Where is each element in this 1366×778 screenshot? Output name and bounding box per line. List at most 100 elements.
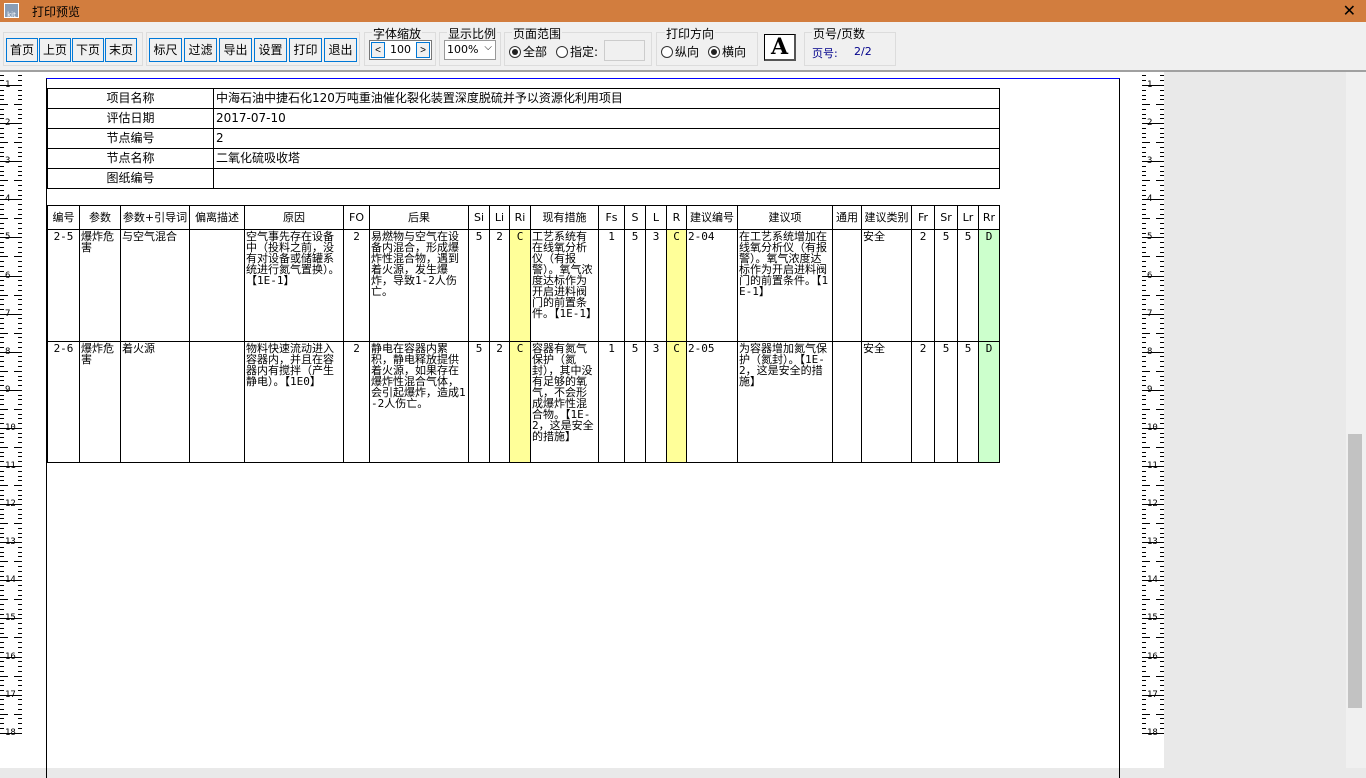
- ruler-tick: [1160, 165, 1164, 167]
- table-cell: 3: [645, 229, 667, 342]
- ruler-tick: [1142, 294, 1150, 296]
- ruler-tick: [0, 646, 4, 648]
- ruler-tick: [1142, 646, 1146, 648]
- ruler-tick: [1142, 413, 1146, 415]
- filter-button[interactable]: 过滤: [184, 38, 217, 62]
- table-cell: D: [978, 229, 1000, 342]
- ruler-tick: [0, 556, 4, 558]
- ruler-tick: [0, 713, 8, 715]
- ruler-tick: [18, 513, 22, 515]
- column-header: FO: [343, 205, 370, 230]
- ruler-tick: [18, 666, 22, 668]
- prev-page-button[interactable]: 上页: [39, 38, 71, 62]
- font-increase-button[interactable]: >: [416, 42, 430, 58]
- column-header: Li: [489, 205, 510, 230]
- close-icon[interactable]: ✕: [1342, 1, 1356, 20]
- info-row: 评估日期 2017-07-10: [47, 108, 1000, 129]
- ruler-tick: [1142, 404, 1146, 406]
- ruler-tick: [1142, 80, 1146, 82]
- ruler-tick: [1142, 575, 1146, 577]
- range-specify-input[interactable]: [604, 40, 645, 61]
- ruler-tick: [1160, 604, 1164, 606]
- ruler-tick: [0, 108, 4, 110]
- ruler-tick: [1142, 299, 1146, 301]
- zoom-label: 显示比例: [447, 25, 498, 42]
- portrait-radio[interactable]: 纵向: [661, 43, 699, 60]
- ruler-tick: [1150, 618, 1164, 620]
- ruler-tick: [0, 570, 4, 572]
- ruler-tick: [18, 423, 22, 425]
- range-all-radio[interactable]: 全部: [509, 43, 547, 60]
- ruler-tick: [1142, 537, 1146, 539]
- table-cell: 空气事先存在设备中（投料之前，没有对设备或储罐系统进行氮气置换）。【1E-1】: [244, 229, 344, 342]
- ruler-tick: [0, 456, 4, 458]
- ruler-tick: [1160, 232, 1164, 234]
- ruler-tick: [0, 204, 4, 206]
- vertical-scrollbar[interactable]: [1346, 72, 1366, 768]
- export-button[interactable]: 导出: [219, 38, 252, 62]
- ruler-tick: [1142, 389, 1156, 391]
- ruler-tick: [18, 404, 22, 406]
- ruler-tick: [18, 185, 22, 186]
- ruler-tick: [0, 89, 4, 91]
- ruler-tick: [1160, 146, 1164, 148]
- table-cell: 1: [598, 341, 625, 463]
- table-cell: 2: [343, 229, 370, 342]
- ruler-tick: [1156, 637, 1164, 639]
- ruler-tick: [1142, 432, 1146, 434]
- ruler-tick: [18, 727, 22, 729]
- font-scale-label: 字体缩放: [372, 25, 423, 42]
- ruler-tick: [1142, 570, 1146, 572]
- ruler-tick: [0, 580, 14, 582]
- ruler-tick: [1150, 313, 1164, 315]
- ruler-number: 7: [5, 308, 11, 319]
- ruler-tick: [18, 623, 22, 625]
- ruler-tick: [1142, 489, 1146, 491]
- ruler-tick: [1142, 146, 1146, 148]
- ruler-tick: [18, 308, 22, 310]
- table-cell: 爆炸危害: [79, 229, 121, 342]
- exit-button[interactable]: 退出: [324, 38, 357, 62]
- ruler-tick: [1142, 699, 1146, 701]
- ruler-tick: [1142, 604, 1146, 606]
- ruler-tick: [1160, 494, 1164, 496]
- ruler-tick: [1142, 218, 1150, 220]
- last-page-button[interactable]: 末页: [105, 38, 137, 62]
- ruler-button[interactable]: 标尺: [149, 38, 182, 62]
- font-scale-value[interactable]: 100: [390, 43, 411, 56]
- font-decrease-button[interactable]: <: [371, 42, 385, 58]
- ruler-tick: [1160, 699, 1164, 701]
- ruler-tick: [1142, 99, 1146, 101]
- ruler-tick: [0, 513, 4, 515]
- ruler-tick: [1142, 585, 1146, 587]
- landscape-radio[interactable]: 横向: [708, 43, 746, 60]
- ruler-tick: [1160, 399, 1164, 401]
- info-value: 二氧化硫吸收塔: [213, 148, 1000, 169]
- ruler-tick: [1142, 113, 1146, 115]
- ruler-tick: [0, 385, 4, 387]
- settings-button[interactable]: 设置: [254, 38, 287, 62]
- ruler-tick: [18, 708, 22, 710]
- ruler-tick: [1142, 394, 1146, 396]
- ruler-tick: [18, 704, 22, 706]
- scrollbar-thumb[interactable]: [1348, 434, 1362, 708]
- zoom-select[interactable]: 100% ⌵: [444, 40, 496, 60]
- ruler-tick: [14, 599, 22, 601]
- range-specify-radio[interactable]: 指定:: [556, 43, 598, 60]
- ruler-tick: [1142, 104, 1150, 106]
- ruler-tick: [0, 161, 14, 163]
- ruler-tick: [1150, 161, 1164, 163]
- ruler-tick: [8, 466, 22, 467]
- column-header: Lr: [957, 205, 979, 230]
- next-page-button[interactable]: 下页: [72, 38, 104, 62]
- ruler-tick: [0, 104, 8, 106]
- print-button[interactable]: 打印: [289, 38, 322, 62]
- ruler-tick: [1150, 656, 1164, 658]
- ruler-tick: [0, 242, 4, 244]
- ruler-tick: [1160, 585, 1164, 587]
- ruler-tick: [0, 656, 14, 658]
- info-value: [213, 168, 1000, 189]
- ruler-tick: [18, 723, 22, 725]
- first-page-button[interactable]: 首页: [6, 38, 38, 62]
- ruler-tick: [1150, 351, 1164, 353]
